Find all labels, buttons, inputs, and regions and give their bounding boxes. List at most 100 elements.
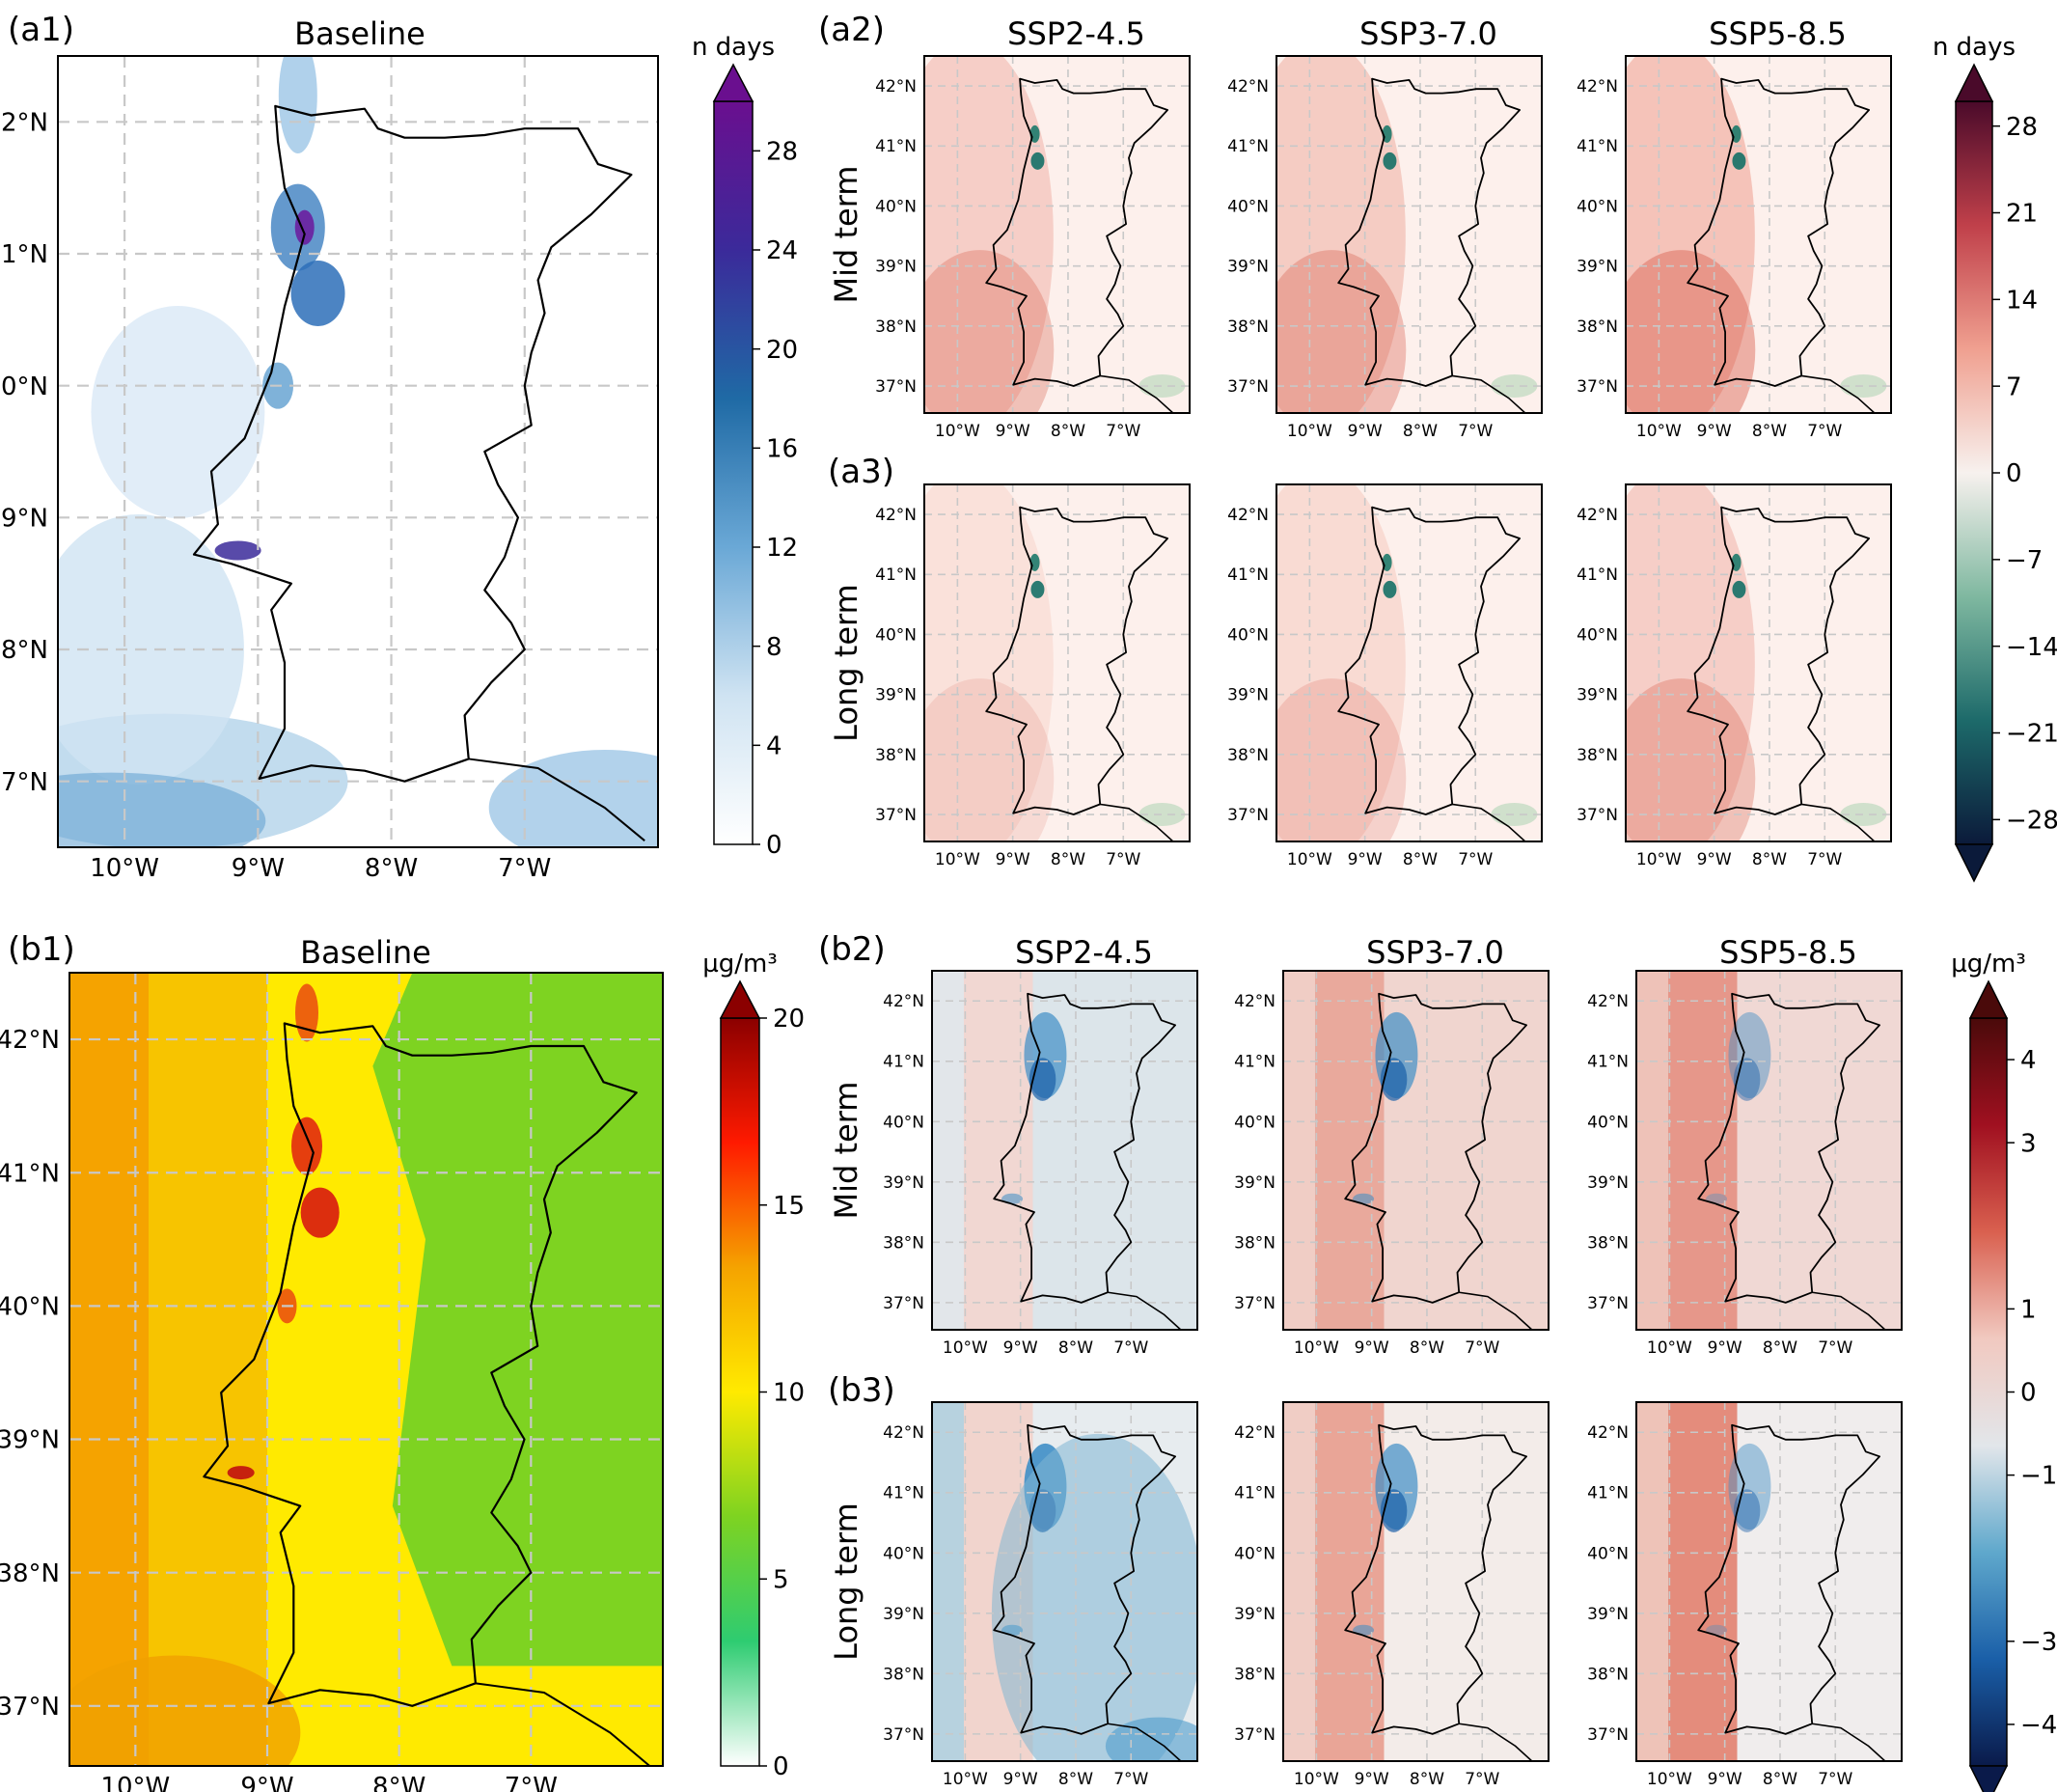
y-tick-label: 40°N	[1227, 197, 1269, 216]
data-band	[1636, 1402, 1668, 1761]
y-tick-label: 40°N	[883, 1544, 924, 1563]
y-tick-label: 39°N	[1234, 1605, 1275, 1624]
x-tick-label: 9°W	[1003, 1338, 1038, 1358]
colorbar-tick-label: 14	[2006, 286, 2038, 315]
x-tick-label: 9°W	[232, 854, 285, 883]
x-tick-label: 8°W	[1058, 1338, 1093, 1358]
x-tick-label: 7°W	[1106, 850, 1140, 869]
y-tick-label: 40°N	[0, 372, 48, 401]
x-tick-label: 10°W	[1287, 422, 1332, 441]
y-tick-label: 37°N	[0, 1693, 60, 1722]
y-tick-label: 37°N	[1227, 806, 1269, 825]
x-tick-label: 10°W	[935, 422, 980, 441]
x-tick-label: 7°W	[1113, 1338, 1148, 1358]
y-tick-label: 38°N	[1587, 1665, 1629, 1684]
spain-coast	[1452, 803, 1526, 841]
y-tick-label: 37°N	[1587, 1725, 1629, 1745]
x-tick-label: 7°W	[1458, 422, 1493, 441]
y-tick-label: 40°N	[0, 1292, 60, 1321]
y-tick-label: 39°N	[0, 504, 48, 533]
spain-coast	[1459, 1291, 1533, 1330]
x-tick-label: 7°W	[1106, 422, 1140, 441]
y-tick-label: 38°N	[875, 746, 917, 765]
map-b1: 10°W 9°W 8°W 7°W 42°N 41°N 40°N 39°N 38°N 37°N	[0, 972, 664, 1792]
data-patch	[290, 261, 345, 326]
x-tick-label: 9°W	[996, 850, 1030, 869]
x-tick-label: 9°W	[1697, 850, 1732, 869]
data-patch	[1840, 374, 1887, 399]
y-tick-label: 37°N	[1234, 1725, 1275, 1745]
map-b2-1: 10°W 9°W 8°W 7°W 42°N 41°N 40°N 39°N 38°N 37°N	[883, 970, 1198, 1358]
x-tick-label: 8°W	[1763, 1338, 1797, 1358]
data-patch	[1728, 1443, 1771, 1530]
y-tick-label: 37°N	[1234, 1294, 1275, 1313]
y-tick-label: 38°N	[1577, 746, 1618, 765]
x-tick-label: 10°W	[1647, 1338, 1692, 1358]
y-tick-label: 37°N	[1577, 806, 1618, 825]
colorbar-tick-label: −21	[2006, 720, 2057, 749]
x-tick-label: 8°W	[372, 1773, 425, 1792]
y-tick-label: 41°N	[883, 1484, 924, 1503]
map-b2-2: 10°W 9°W 8°W 7°W 42°N 41°N 40°N 39°N 38°N 37°N	[1234, 970, 1550, 1358]
colorbar-tick-label: 0	[2006, 459, 2022, 488]
field-background	[1626, 56, 1891, 413]
data-patch	[295, 983, 318, 1042]
x-tick-label: 7°W	[1818, 1770, 1852, 1789]
colorbar-tick-label: 15	[773, 1192, 805, 1221]
x-tick-label: 10°W	[1647, 1770, 1692, 1789]
colorbar-tick-label: −4	[2020, 1711, 2057, 1740]
x-tick-label: 7°W	[1458, 850, 1493, 869]
data-patch	[1491, 803, 1538, 827]
y-tick-label: 41°N	[1577, 137, 1618, 156]
y-tick-label: 40°N	[1577, 197, 1618, 216]
map-b3-3: 10°W 9°W 8°W 7°W 42°N 41°N 40°N 39°N 38°N 37°N	[1587, 1401, 1903, 1789]
y-tick-label: 39°N	[1227, 258, 1269, 277]
data-patch	[69, 1655, 301, 1766]
y-tick-label: 38°N	[875, 317, 917, 337]
colorbar-tick-label: 5	[773, 1565, 789, 1594]
panel-label-b1: (b1)	[8, 930, 75, 969]
map-b3-2-frame	[1282, 1401, 1550, 1762]
data-patch	[1840, 803, 1887, 827]
data-patch	[91, 306, 265, 518]
map-a2-1-frame	[923, 55, 1191, 414]
data-patch	[488, 750, 658, 847]
x-tick-label: 10°W	[100, 1773, 170, 1792]
map-a3-1-field	[924, 484, 1190, 841]
row-label-b: Long term	[828, 1503, 864, 1661]
x-tick-label: 8°W	[1410, 1338, 1444, 1358]
spain-coast	[1100, 374, 1174, 413]
x-tick-label: 7°W	[1113, 1770, 1148, 1789]
x-tick-label: 9°W	[1708, 1338, 1742, 1358]
map-a2-1: 10°W 9°W 8°W 7°W 42°N 41°N 40°N 39°N 38°N 37°N	[875, 55, 1191, 441]
y-tick-label: 39°N	[875, 686, 917, 705]
spain-coast	[1801, 803, 1876, 841]
colorbar-b2-bar	[1969, 1017, 2008, 1767]
y-tick-label: 40°N	[1234, 1544, 1275, 1563]
x-tick-label: 7°W	[1465, 1338, 1499, 1358]
colorbar-tick-label: −7	[2006, 546, 2043, 575]
map-b1-field	[69, 973, 663, 1766]
y-tick-label: 42°N	[883, 992, 924, 1011]
colorbar-tick-label: −14	[2006, 633, 2057, 662]
map-a1: 10°W 9°W 8°W 7°W 42°N 41°N 40°N 39°N 38°N 37°N	[0, 55, 659, 883]
spain-coast	[1108, 1723, 1182, 1761]
y-tick-label: 38°N	[883, 1665, 924, 1684]
y-tick-label: 40°N	[1234, 1113, 1275, 1132]
data-patch	[1383, 580, 1397, 598]
colorbar-b1: µg/m³ 20 15 10 5 0	[702, 950, 805, 1781]
x-tick-label: 7°W	[1818, 1338, 1852, 1358]
field-background	[1276, 484, 1542, 841]
spain-coast	[475, 1682, 650, 1766]
data-patch	[1626, 250, 1756, 413]
x-tick-label: 7°W	[498, 854, 551, 883]
data-patch	[227, 1466, 255, 1480]
x-tick-label: 10°W	[943, 1338, 988, 1358]
x-tick-label: 8°W	[1403, 422, 1438, 441]
y-tick-label: 41°N	[875, 565, 917, 585]
portugal-outline	[1344, 1423, 1527, 1735]
y-tick-label: 40°N	[1577, 625, 1618, 645]
colorbar-b1-bar	[720, 1017, 760, 1767]
x-tick-label: 8°W	[365, 854, 418, 883]
y-tick-label: 39°N	[875, 258, 917, 277]
